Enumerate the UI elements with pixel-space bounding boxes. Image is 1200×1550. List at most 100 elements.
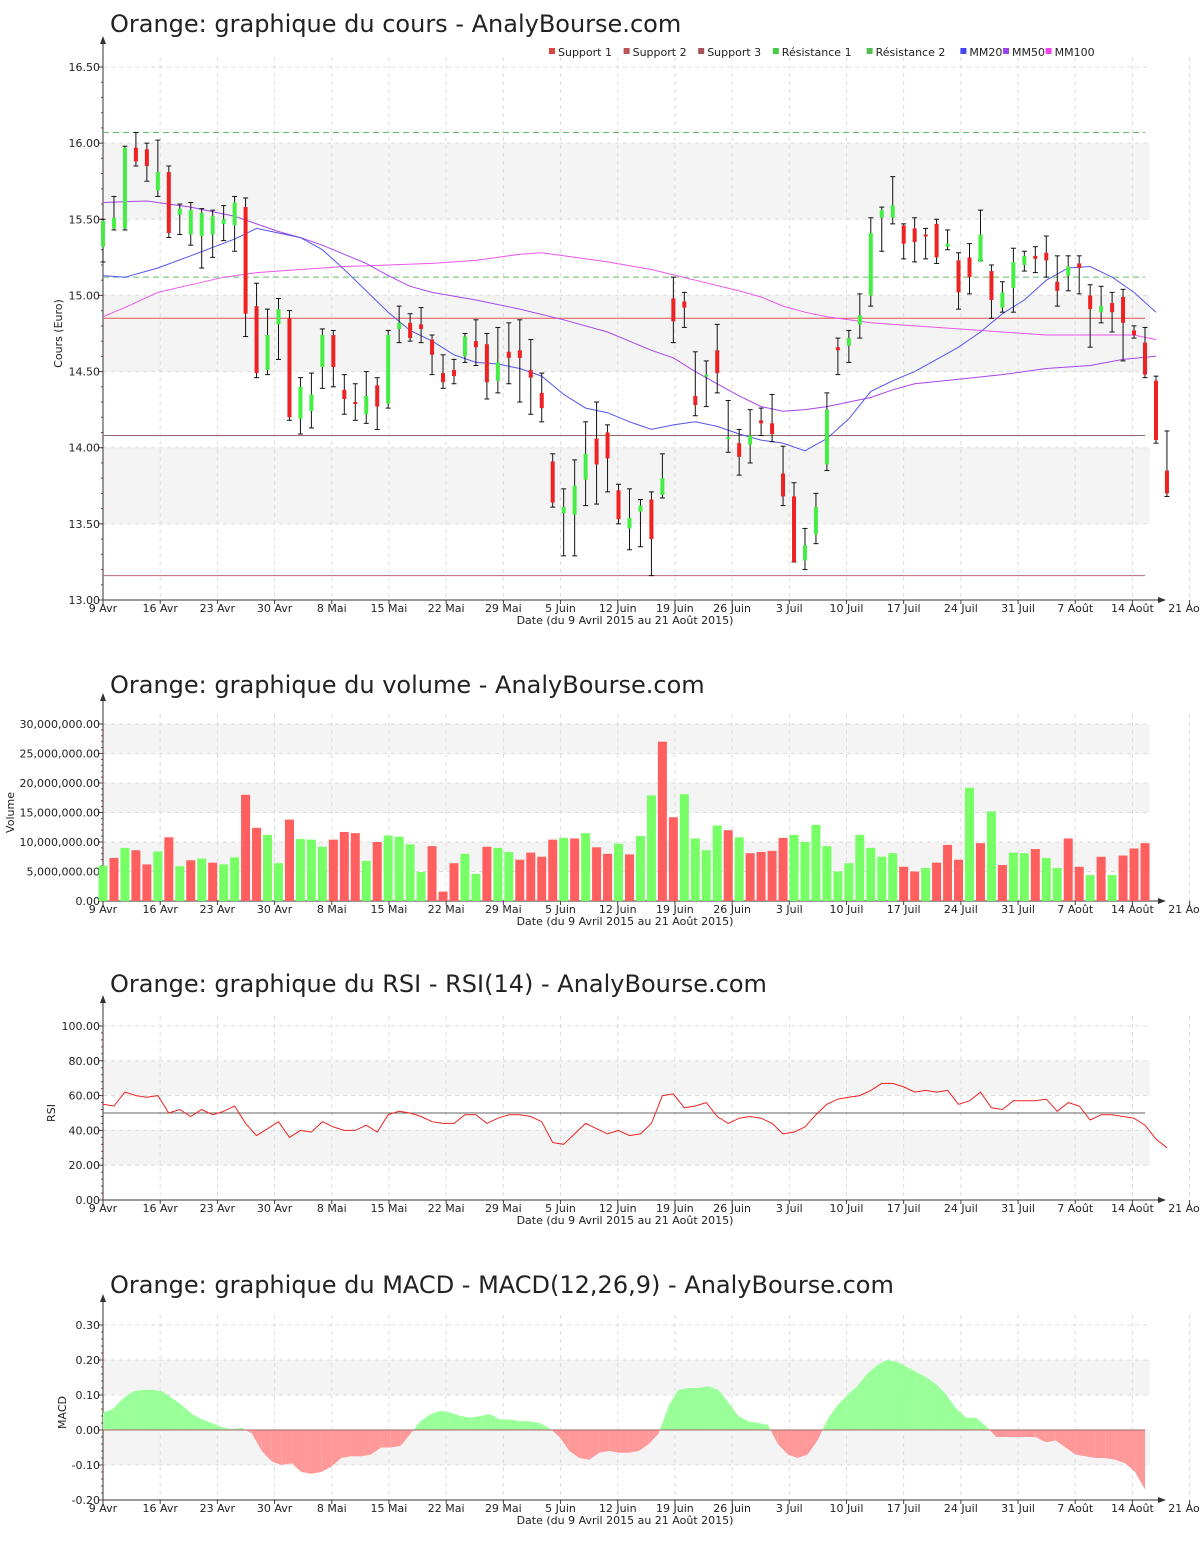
volume-bar xyxy=(1118,855,1128,901)
x-axis-arrow xyxy=(1158,1497,1166,1503)
volume-bar xyxy=(504,852,514,901)
candle-body xyxy=(956,260,961,293)
grid-band xyxy=(103,447,1150,524)
y-tick-label: 30,000,000.00 xyxy=(20,718,100,731)
x-tick-label: 15 Mai xyxy=(371,1502,408,1515)
macd-area-segment xyxy=(658,1430,660,1434)
candle-body xyxy=(397,322,402,329)
candle-body xyxy=(824,409,829,465)
candle-body xyxy=(155,172,160,191)
x-tick-label: 5 Juin xyxy=(545,602,576,615)
y-axis-arrow xyxy=(100,1294,106,1302)
x-tick-label: 24 Juil xyxy=(944,602,978,615)
volume-bar xyxy=(954,859,964,901)
macd-area-segment xyxy=(787,1430,798,1458)
x-axis-title: Date (du 9 Avril 2015 au 21 Août 2015) xyxy=(517,1214,734,1227)
macd-chart-title: Orange: graphique du MACD - MACD(12,26,9… xyxy=(110,1271,894,1299)
volume-bar xyxy=(592,847,602,901)
candle-body xyxy=(221,219,226,224)
volume-bar xyxy=(822,846,832,901)
macd-area-segment xyxy=(847,1386,858,1430)
y-tick-label: -0.10 xyxy=(72,1459,100,1472)
x-tick-label: 19 Juin xyxy=(656,1202,694,1215)
candle-body xyxy=(715,350,720,374)
macd-area-segment xyxy=(688,1388,699,1430)
macd-area-segment xyxy=(142,1389,153,1430)
x-tick-label: 22 Mai xyxy=(428,602,465,615)
legend-label: Résistance 1 xyxy=(782,46,852,59)
x-tick-label: 5 Juin xyxy=(545,903,576,916)
macd-area-segment xyxy=(777,1430,788,1455)
candle-body xyxy=(989,271,994,300)
candle-body xyxy=(748,435,753,445)
macd-area-segment xyxy=(440,1410,451,1430)
macd-area-segment xyxy=(390,1430,401,1448)
macd-area-segment xyxy=(212,1423,223,1430)
x-tick-label: 8 Mai xyxy=(317,1502,347,1515)
candle-body xyxy=(265,335,270,371)
x-tick-label: 31 Juil xyxy=(1001,1502,1035,1515)
x-tick-label: 7 Août xyxy=(1057,1502,1094,1515)
candle-body xyxy=(122,147,127,229)
y-tick-label: 14.00 xyxy=(69,442,101,455)
volume-bar xyxy=(1074,866,1084,901)
candle-body xyxy=(627,517,632,529)
candle-body xyxy=(813,507,818,535)
x-tick-label: 12 Juin xyxy=(599,602,637,615)
macd-area-segment xyxy=(222,1427,233,1430)
candle-body xyxy=(1110,303,1115,313)
macd-area-segment xyxy=(380,1430,391,1448)
volume-bar xyxy=(789,834,799,901)
legend-swatch xyxy=(960,48,967,54)
volume-bar xyxy=(997,865,1007,901)
candle-body xyxy=(331,335,336,368)
x-tick-label: 8 Mai xyxy=(317,903,347,916)
x-tick-label: 17 Juil xyxy=(887,1202,921,1215)
y-axis-title: Cours (Euro) xyxy=(52,299,65,368)
x-tick-label: 29 Mai xyxy=(485,903,522,916)
macd-area-segment xyxy=(896,1361,907,1430)
volume-bar xyxy=(559,837,569,901)
y-tick-label: 20.00 xyxy=(69,1159,101,1172)
macd-area-segment xyxy=(271,1430,282,1465)
x-tick-label: 17 Juil xyxy=(887,1502,921,1515)
macd-area-segment xyxy=(1025,1430,1036,1437)
volume-bar xyxy=(921,867,931,901)
candle-body xyxy=(1000,292,1005,308)
volume-bar xyxy=(241,794,251,901)
volume-bar xyxy=(1041,857,1051,901)
candle-body xyxy=(1044,252,1049,261)
x-tick-label: 14 Août xyxy=(1111,1502,1155,1515)
candle-body xyxy=(759,420,764,424)
volume-bar xyxy=(1085,875,1095,901)
x-tick-label: 17 Juil xyxy=(887,602,921,615)
x-tick-label: 26 Juin xyxy=(713,903,751,916)
x-tick-label: 16 Avr xyxy=(142,602,178,615)
candle-body xyxy=(660,478,665,495)
volume-bar xyxy=(975,843,985,901)
candle-body xyxy=(704,374,709,377)
macd-area-segment xyxy=(202,1419,213,1430)
macd-area-segment xyxy=(579,1430,590,1460)
x-tick-label: 14 Août xyxy=(1111,903,1155,916)
legend-swatch xyxy=(623,48,630,54)
candle-body xyxy=(386,335,391,404)
volume-bar xyxy=(581,833,591,901)
candle-body xyxy=(605,432,610,459)
x-tick-label: 21 Août xyxy=(1168,602,1200,615)
volume-bar xyxy=(526,852,536,901)
y-tick-label: 10,000,000.00 xyxy=(20,836,100,849)
y-tick-label: 14.50 xyxy=(69,366,101,379)
y-tick-label: 16.00 xyxy=(69,137,101,150)
macd-area-segment xyxy=(132,1389,143,1430)
volume-chart-title: Orange: graphique du volume - AnalyBours… xyxy=(110,671,705,699)
y-tick-label: -0.20 xyxy=(72,1494,100,1507)
candle-body xyxy=(671,298,676,322)
candle-body xyxy=(572,485,577,515)
grid-band xyxy=(103,1360,1150,1395)
volume-bar xyxy=(1063,838,1073,901)
x-axis-arrow xyxy=(1158,1197,1166,1203)
macd-area-segment xyxy=(1055,1430,1066,1448)
x-tick-label: 21 Août xyxy=(1168,1502,1200,1515)
candle-body xyxy=(101,220,105,247)
